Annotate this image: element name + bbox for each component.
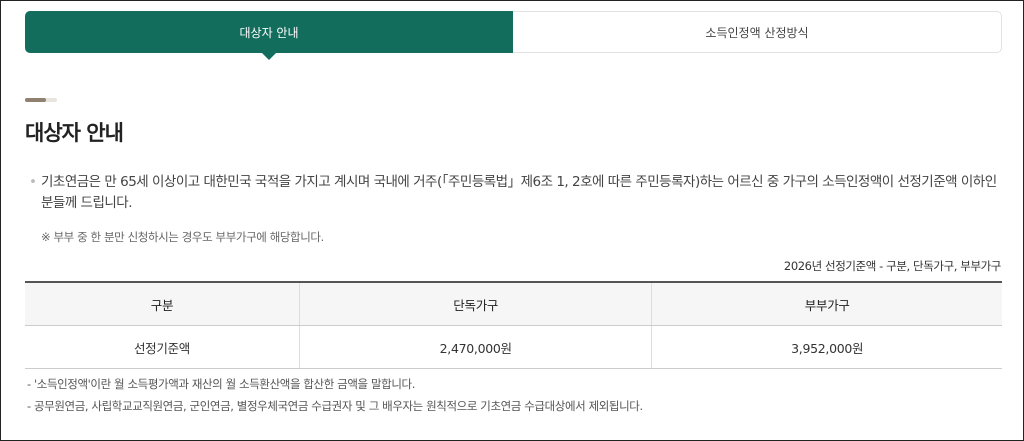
header-single: 단독가구 bbox=[298, 281, 652, 326]
tab-eligibility[interactable]: 대상자 안내 bbox=[25, 11, 513, 60]
criteria-table: 구분 단독가구 부부가구 선정기준액 2,470,000원 3,952,000원 bbox=[25, 281, 1002, 369]
couple-note: ※ 부부 중 한 분만 신청하시는 경우도 부부가구에 해당합니다. bbox=[41, 230, 324, 244]
table-row: 선정기준액 2,470,000원 3,952,000원 bbox=[25, 325, 1002, 369]
tab-bar: 대상자 안내 소득인정액 산정방식 bbox=[25, 11, 1002, 60]
header-couple: 부부가구 bbox=[651, 281, 1002, 326]
footnote: - '소득인정액'이란 월 소득평가액과 재산의 월 소득환산액을 합산한 금액… bbox=[27, 377, 415, 391]
section-decoration bbox=[25, 98, 57, 102]
table-header-row: 구분 단독가구 부부가구 bbox=[25, 281, 1002, 326]
section-title: 대상자 안내 bbox=[25, 121, 124, 145]
footnotes: - '소득인정액'이란 월 소득평가액과 재산의 월 소득환산액을 합산한 금액… bbox=[27, 373, 643, 417]
table-caption: 2026년 선정기준액 - 구분, 단독가구, 부부가구 bbox=[783, 259, 1001, 273]
cell-category: 선정기준액 bbox=[25, 325, 300, 369]
tab-income-calculation[interactable]: 소득인정액 산정방식 bbox=[705, 25, 809, 40]
footnote: - 공무원연금, 사립학교교직원연금, 군인연금, 별정우체국연금 수급권자 및… bbox=[27, 399, 643, 413]
cell-couple: 3,952,000원 bbox=[651, 325, 1002, 369]
eligibility-description: • 기초연금은 만 65세 이상이고 대한민국 국적을 가지고 계시며 국내에 … bbox=[29, 174, 997, 211]
cell-single: 2,470,000원 bbox=[298, 325, 652, 369]
bullet-icon: • bbox=[29, 174, 37, 190]
header-category: 구분 bbox=[25, 281, 300, 326]
